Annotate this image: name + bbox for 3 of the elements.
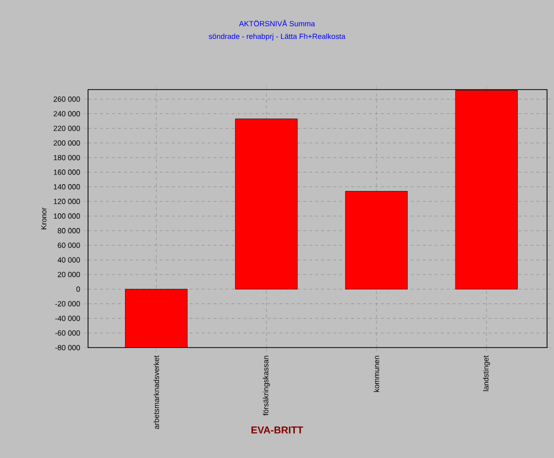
bar bbox=[235, 118, 298, 290]
bar bbox=[345, 191, 408, 290]
x-axis-title: EVA-BRITT bbox=[251, 426, 304, 434]
